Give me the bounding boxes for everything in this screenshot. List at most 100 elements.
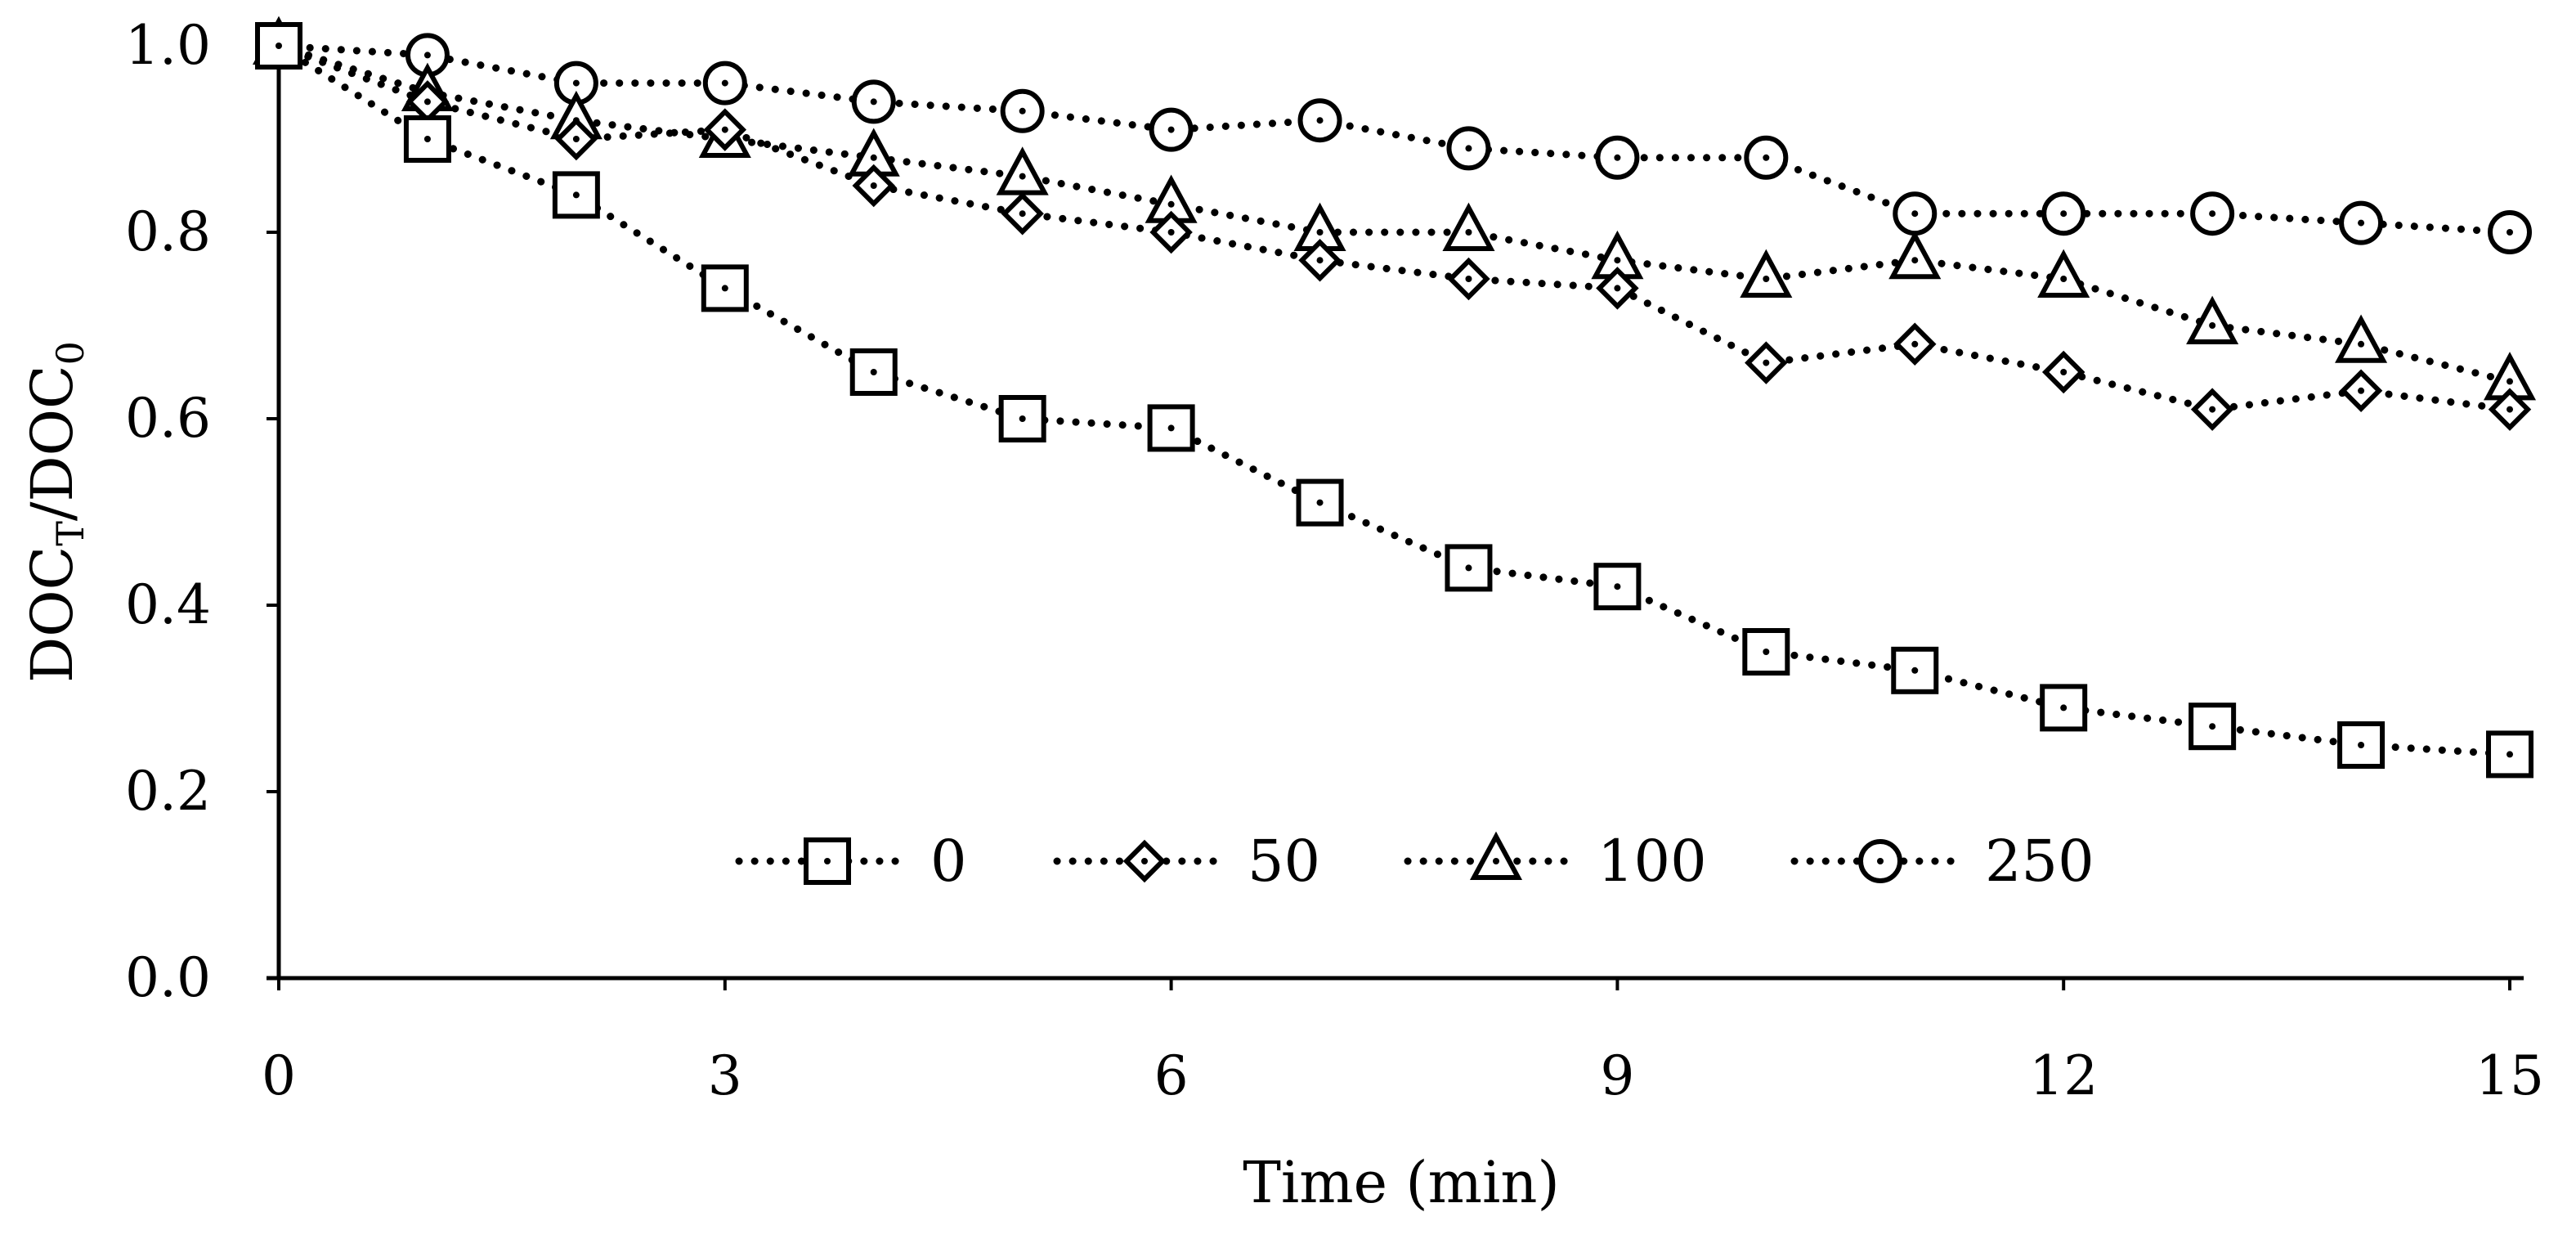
series-line-250	[275, 42, 2514, 236]
data-point-250-circle-marker-center	[1465, 145, 1472, 152]
data-point-50-diamond-marker-center	[1167, 229, 1175, 236]
data-point-100-triangle-marker-center	[2358, 340, 2365, 348]
data-point-0-square-marker-center	[572, 191, 580, 199]
axes	[267, 46, 2524, 981]
series-line-100	[275, 42, 2514, 385]
y-tick-label: 0.4	[125, 573, 211, 636]
x-tick-label: 6	[1154, 1044, 1189, 1107]
data-point-100-triangle-marker	[1442, 202, 1495, 251]
data-point-0-square-marker-center	[1911, 667, 1919, 674]
data-point-50-diamond-marker-center	[2060, 369, 2068, 375]
y-tick-label: 0.6	[125, 387, 211, 450]
data-point-50-diamond-marker-center	[1019, 210, 1026, 218]
data-point-0-square-marker-center	[1167, 424, 1175, 432]
data-point-100-triangle-marker-center	[1167, 200, 1175, 208]
data-point-50-diamond-marker-center	[572, 136, 580, 142]
data-point-100-triangle-marker-center	[2507, 378, 2513, 385]
data-point-100-triangle-marker-center	[1911, 257, 1919, 264]
legend-triangle-marker-center	[1493, 858, 1499, 864]
y-tick-label: 0.8	[125, 200, 211, 263]
data-point-0-square-marker-center	[2507, 751, 2513, 758]
data-point-250-circle-marker-center	[2209, 210, 2216, 218]
series-line-50	[275, 42, 2514, 414]
data-point-50-diamond-marker-center	[2507, 406, 2513, 413]
data-point-250-circle-marker-center	[870, 98, 877, 105]
data-point-100-triangle-marker-center	[2209, 322, 2216, 329]
x-tick-label: 15	[2475, 1044, 2544, 1107]
x-tick-label: 12	[2029, 1044, 2098, 1107]
data-point-250-circle-marker-center	[1316, 117, 1324, 124]
x-tick-label: 0	[262, 1044, 296, 1107]
y-tick-label: 0.2	[125, 760, 211, 823]
data-point-0-square-marker-center	[870, 369, 877, 375]
data-point-100-triangle-marker	[2186, 295, 2239, 344]
data-point-250-circle-marker-center	[2358, 219, 2365, 227]
data-point-0-square-marker-center	[423, 136, 431, 142]
data-point-50-diamond-marker-center	[423, 98, 431, 105]
data-point-100-triangle-marker-center	[1763, 276, 1770, 282]
data-point-50-diamond-marker-center	[1614, 285, 1621, 292]
legend: 0 50 100 250	[735, 828, 2094, 895]
y-axis-title: DOCT/DOC0	[19, 341, 92, 683]
x-ticks: 0 3 6 9 12 15	[262, 978, 2544, 1107]
data-point-100-triangle-marker-center	[1465, 229, 1472, 236]
data-point-0-square-marker-center	[2358, 742, 2365, 748]
data-point-100-triangle-marker-center	[1316, 229, 1324, 236]
data-point-100-triangle-marker	[996, 146, 1049, 195]
x-tick-label: 9	[1600, 1044, 1634, 1107]
data-point-0-square-marker-center	[2209, 723, 2216, 730]
data-point-100-triangle-marker-center	[1614, 257, 1621, 264]
y-ticks: 0.0 0.2 0.4 0.6 0.8 1.0	[125, 14, 279, 1009]
data-point-0-square-marker-center	[1465, 564, 1472, 572]
data-point-50-diamond-marker-center	[721, 126, 728, 133]
series-lines	[275, 42, 2514, 758]
x-tick-label: 3	[708, 1044, 742, 1107]
series-line-0	[275, 42, 2514, 758]
y-axis-title-sep: /	[19, 501, 86, 521]
legend-label-100: 100	[1597, 828, 1707, 895]
data-point-250-circle-marker-center	[2507, 229, 2513, 236]
data-point-50-diamond-marker-center	[1763, 359, 1770, 366]
data-point-100-triangle-marker	[1888, 230, 1942, 280]
data-point-0-square-marker	[1593, 563, 1642, 611]
data-point-0-square-marker-center	[1019, 415, 1026, 422]
data-point-50-diamond-marker-center	[2358, 387, 2365, 394]
legend-diamond-marker-center	[1141, 858, 1148, 864]
data-point-0-square-marker-center	[1316, 499, 1324, 506]
data-point-0-square-marker-center	[2060, 704, 2068, 712]
data-point-0-square-marker-center	[1614, 583, 1621, 590]
data-point-0-square-marker-center	[276, 43, 282, 49]
data-point-0-square-marker-center	[721, 285, 728, 292]
y-axis-title-main2: DOC	[19, 365, 86, 501]
data-point-250-circle-marker-center	[423, 52, 431, 59]
data-point-100-triangle-marker	[2335, 314, 2388, 363]
y-axis-title-sub-t: T	[48, 521, 92, 546]
data-point-250-circle-marker-center	[721, 79, 728, 87]
y-axis-title-sub-0: 0	[48, 341, 92, 365]
data-point-50-diamond-marker-center	[1911, 340, 1919, 348]
y-axis-title-main: DOC	[19, 546, 86, 683]
data-point-100-triangle-marker-center	[2060, 276, 2068, 282]
data-point-50-diamond-marker-center	[1316, 257, 1324, 264]
data-point-0-square-marker	[998, 395, 1046, 442]
data-point-50-diamond-marker-center	[1465, 276, 1472, 282]
data-point-0-square-marker-center	[1763, 649, 1770, 655]
legend-circle-marker-center	[1877, 858, 1884, 864]
legend-label-0: 0	[930, 828, 967, 895]
data-point-100-triangle-marker-center	[1019, 173, 1026, 180]
data-point-50-diamond-marker-center	[2209, 406, 2216, 413]
data-point-250-circle-marker-center	[2060, 210, 2068, 218]
data-point-250-circle-marker-center	[1763, 154, 1770, 161]
data-point-100-triangle-marker	[2037, 249, 2090, 298]
data-point-250-circle-marker-center	[1167, 126, 1175, 133]
data-point-100-triangle-marker-center	[870, 154, 877, 161]
data-point-250-circle-marker-center	[1614, 154, 1621, 161]
data-point-100-triangle-marker	[1740, 249, 1793, 298]
y-tick-label: 0.0	[125, 946, 211, 1009]
data-point-250-circle-marker-center	[1911, 210, 1919, 218]
data-point-250-circle-marker-center	[1019, 107, 1026, 114]
data-point-0-square-marker	[1891, 646, 1939, 694]
y-tick-label: 1.0	[125, 14, 211, 77]
x-axis-title: Time (min)	[1243, 1149, 1560, 1216]
